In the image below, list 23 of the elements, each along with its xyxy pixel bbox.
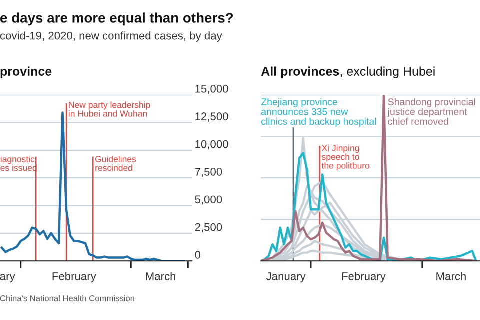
x-tick-label: March bbox=[436, 272, 466, 280]
text: covid-19, 2020, new confirmed cases, by day bbox=[0, 32, 222, 42]
x-tick-label: March bbox=[146, 272, 176, 280]
y-tick-label: 10,000 bbox=[196, 140, 228, 150]
y-tick-label: 2,500 bbox=[195, 223, 222, 233]
text: China's National Health Commission bbox=[0, 295, 134, 302]
annotation: Guidelines rescinded bbox=[95, 156, 136, 172]
x-tick-label: ary bbox=[0, 274, 16, 283]
annotation: Shandong provincial justice department chief removed bbox=[388, 98, 476, 126]
y-tick-label: 15,000 bbox=[196, 84, 228, 94]
annotation: Xi Jinping speech to the politburo bbox=[322, 144, 370, 171]
y-tick-label: 5,000 bbox=[195, 196, 222, 205]
y-tick-label: 7,500 bbox=[195, 168, 222, 178]
x-tick-label: February bbox=[52, 272, 96, 283]
chart-title: province bbox=[0, 66, 52, 78]
x-tick-label: February bbox=[342, 272, 386, 283]
chart-title: All provinces, excluding Hubei bbox=[261, 66, 435, 78]
text: e days are more equal than others? bbox=[0, 12, 234, 26]
x-tick-label: January bbox=[266, 272, 306, 283]
y-tick-label: 0 bbox=[195, 251, 201, 259]
annotation: Zhejiang province announces 335 new clinics and backup hospital bbox=[261, 98, 376, 127]
annotation: New party leadership in Hubei and Wuhan bbox=[69, 102, 150, 117]
y-tick-label: 12,500 bbox=[196, 112, 228, 122]
